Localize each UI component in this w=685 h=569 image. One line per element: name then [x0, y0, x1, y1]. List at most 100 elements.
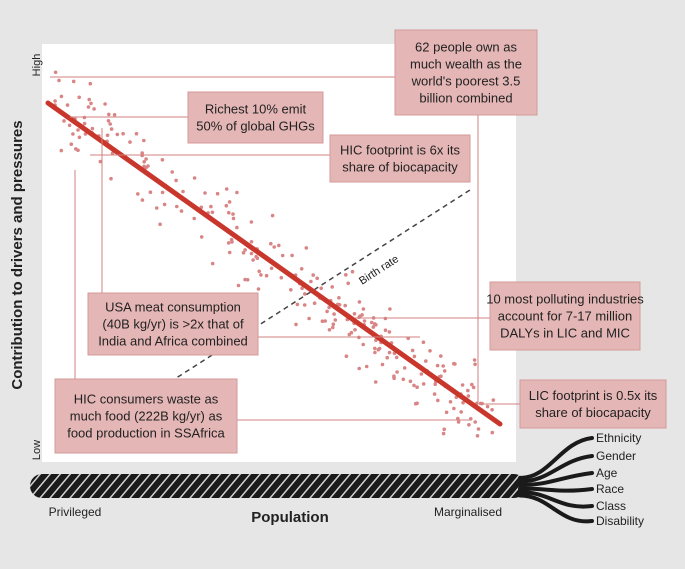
dot [270, 213, 275, 218]
dot [279, 275, 284, 280]
dot [209, 204, 213, 209]
dot [408, 379, 413, 384]
dot [307, 316, 311, 321]
dot [71, 132, 75, 136]
callout-box [489, 281, 641, 351]
dot [473, 420, 478, 424]
dot [387, 330, 392, 334]
dot [259, 273, 263, 277]
dot [255, 256, 260, 261]
dot [107, 112, 111, 117]
dot [466, 394, 471, 398]
dot [387, 350, 392, 355]
dot [174, 178, 178, 183]
dot [343, 303, 348, 308]
dot [327, 328, 332, 332]
callout-text: HIC consumers waste as [74, 392, 219, 407]
dot [452, 406, 456, 411]
dot [352, 312, 357, 316]
dot [203, 191, 207, 195]
dot [224, 187, 229, 191]
dot [473, 362, 477, 367]
x-axis-label: Population [251, 509, 329, 526]
dot [491, 398, 496, 402]
dot [373, 350, 377, 355]
dot [77, 135, 82, 140]
callout-box [187, 91, 324, 144]
dot [264, 273, 269, 278]
dot [333, 318, 338, 322]
callout-text: LIC footprint is 0.5x its [529, 388, 658, 403]
dot [323, 319, 328, 323]
dot [371, 325, 376, 329]
dot [300, 286, 304, 291]
dot [331, 325, 335, 330]
dot [77, 95, 81, 100]
dot [394, 355, 399, 360]
dot [304, 246, 309, 250]
strand [518, 454, 594, 484]
dot [441, 431, 446, 436]
dot [142, 160, 146, 164]
dot [53, 70, 58, 75]
dot [231, 212, 235, 216]
callout-box [394, 29, 538, 116]
dot [442, 427, 447, 432]
callout-text: much wealth as the [410, 57, 522, 72]
dot [349, 330, 354, 335]
dot [108, 122, 112, 126]
dot [467, 423, 471, 427]
callout-text: 50% of global GHGs [196, 119, 315, 134]
dot [103, 102, 107, 106]
dot [415, 385, 419, 390]
y-low: Low [31, 440, 43, 460]
strand-label: Class [596, 499, 626, 513]
dot [82, 121, 87, 126]
dot [470, 382, 474, 387]
y-high: High [31, 54, 43, 77]
dot [57, 78, 61, 83]
dot [369, 320, 374, 325]
dot [295, 302, 300, 307]
dot [59, 94, 64, 99]
dot [490, 430, 495, 435]
dot [226, 241, 231, 245]
dot [444, 410, 449, 415]
dot [421, 382, 426, 386]
dot [315, 276, 320, 281]
dot [346, 281, 351, 286]
callout-text: 10 most polluting industries [486, 292, 644, 307]
callouts: 62 people own as much wealth as the world'… [54, 29, 667, 454]
dot [362, 319, 367, 323]
dot [385, 355, 390, 360]
dot [331, 322, 336, 327]
dot [76, 128, 80, 132]
dot [140, 198, 145, 202]
dot [227, 210, 231, 215]
dot [90, 126, 95, 131]
dot [142, 138, 146, 143]
dot [154, 206, 159, 210]
dot [158, 222, 162, 227]
dot [471, 385, 476, 390]
dot [245, 278, 250, 282]
dot [98, 159, 103, 164]
dot [256, 287, 261, 291]
dot [357, 300, 362, 304]
strand-label: Race [596, 482, 624, 496]
dot [136, 192, 140, 196]
dot [312, 301, 317, 306]
callout-text: DALYs in LIC and MIC [500, 326, 630, 341]
dot [388, 307, 392, 311]
dot [419, 372, 424, 376]
dot [485, 404, 490, 409]
callout-box [54, 378, 238, 454]
callout-text: food production in SSAfrica [67, 426, 225, 441]
dot [459, 410, 464, 414]
dot [241, 251, 246, 255]
dot [92, 107, 96, 111]
dot [170, 170, 174, 174]
dot [377, 346, 382, 351]
